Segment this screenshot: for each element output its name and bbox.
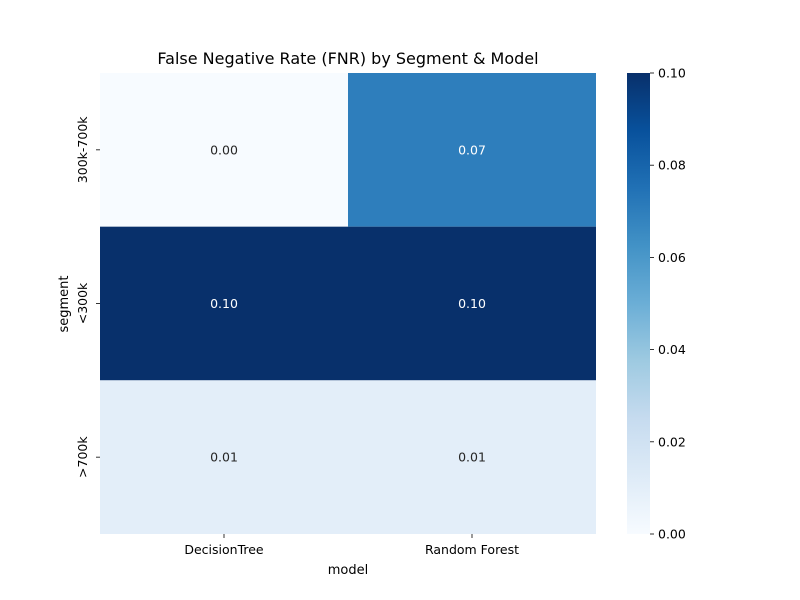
colorbar-tick-label: 0.02 [658, 434, 686, 449]
cell-value-label: 0.10 [458, 296, 486, 311]
heatmap-cell [348, 226, 596, 381]
heatmap-cell [100, 226, 348, 381]
colorbar-tick-label: 0.08 [658, 158, 686, 173]
heatmap-cell [348, 73, 596, 227]
x-tick-label: DecisionTree [184, 542, 264, 557]
y-tick-label: 300k-700k [75, 116, 90, 183]
colorbar-tick-label: 0.10 [658, 66, 686, 81]
y-axis-label: segment [57, 275, 72, 332]
cell-value-label: 0.01 [458, 450, 486, 465]
chart-title: False Negative Rate (FNR) by Segment & M… [157, 49, 538, 68]
colorbar-tick-label: 0.04 [658, 342, 686, 357]
y-axis-ticks: 300k-700k <300k >700k [75, 116, 100, 478]
cell-value-label: 0.07 [458, 142, 486, 157]
cell-value-label: 0.00 [210, 142, 238, 157]
y-tick-label: >700k [75, 436, 90, 478]
heatmap-cells: 0.00 0.07 0.10 0.10 0.01 0.01 [100, 73, 596, 534]
colorbar-tick-label: 0.06 [658, 250, 686, 265]
cell-value-label: 0.01 [210, 450, 238, 465]
y-tick-label: <300k [75, 282, 90, 324]
heatmap-cell [100, 380, 348, 534]
heatmap-cell [348, 380, 596, 534]
cell-value-label: 0.10 [210, 296, 238, 311]
heatmap-cell [100, 73, 348, 227]
colorbar: 0.00 0.02 0.04 0.06 0.08 0.10 [627, 66, 686, 542]
colorbar-tick-label: 0.00 [658, 527, 686, 542]
x-axis-ticks: DecisionTree Random Forest [184, 534, 519, 557]
colorbar-gradient [627, 73, 650, 534]
x-axis-label: model [328, 563, 368, 578]
x-tick-label: Random Forest [425, 542, 519, 557]
